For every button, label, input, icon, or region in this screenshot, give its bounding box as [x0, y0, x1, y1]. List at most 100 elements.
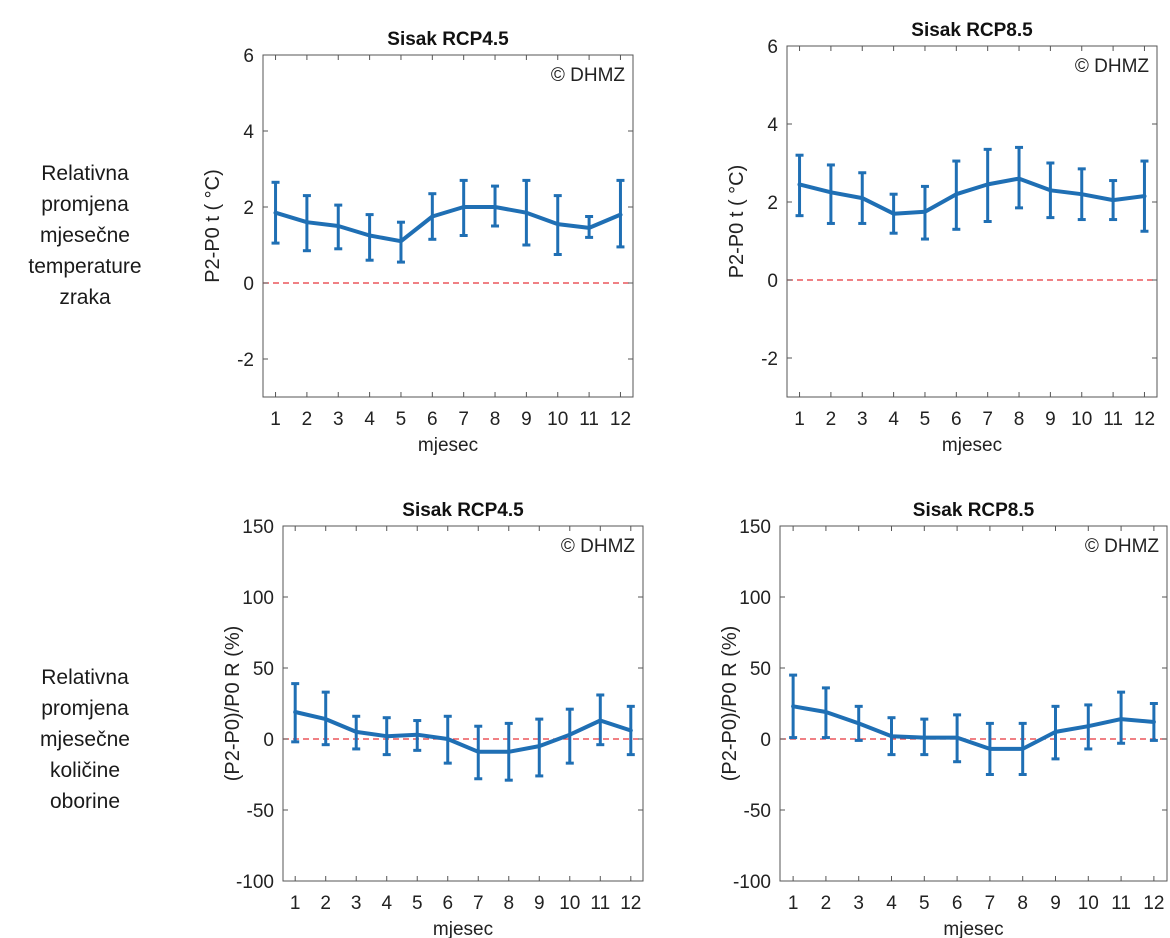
precip-rcp45-x-tick-label: 5	[412, 893, 423, 914]
temp-rcp45-x-label: mjesec	[418, 435, 478, 456]
precip-rcp85-x-tick-label: 4	[886, 893, 897, 914]
precip-rcp85-x-tick-label: 3	[853, 893, 864, 914]
temp-rcp45-x-tick-label: 2	[302, 409, 313, 430]
temp-rcp45-x-tick-label: 8	[490, 409, 501, 430]
precip-rcp45-y-label: (P2-P0)/P0 R (%)	[222, 626, 244, 782]
temp-rcp85-x-tick-label: 8	[1014, 409, 1025, 430]
temp-rcp45-title: Sisak RCP4.5	[387, 29, 509, 50]
precip-rcp45-x-tick-label: 3	[351, 893, 362, 914]
precip-rcp45-credit: © DHMZ	[561, 536, 636, 557]
precip-rcp85-x-tick-label: 7	[985, 893, 996, 914]
precip-rcp85-y-tick-label: 100	[739, 588, 771, 609]
precip-rcp85-x-label: mjesec	[943, 919, 1003, 938]
temp-rcp45-y-tick-label: 6	[243, 46, 254, 67]
precip-rcp45-title: Sisak RCP4.5	[402, 500, 524, 521]
precip-rcp45-x-tick-label: 1	[290, 893, 301, 914]
temp-rcp85-plot-frame	[786, 45, 1158, 398]
precip-rcp85-series-line	[791, 704, 1156, 751]
temp-rcp45-y-tick-label: 4	[243, 122, 254, 143]
precip-rcp45-x-tick-label: 7	[473, 893, 484, 914]
precip-rcp85-x-tick-label: 9	[1050, 893, 1061, 914]
temp-rcp85-x-tick-label: 6	[951, 409, 962, 430]
precip-rcp85-title: Sisak RCP8.5	[913, 500, 1035, 521]
precip-rcp45-y-tick-label: -50	[247, 801, 274, 822]
precip-rcp45-y-tick-label: 100	[242, 588, 274, 609]
temp-rcp45-y-tick-label: 0	[243, 274, 254, 295]
precip-rcp85-y-tick-label: -50	[744, 801, 771, 822]
temp-rcp85-x-tick-label: 4	[888, 409, 899, 430]
temp-rcp45-x-tick-label: 11	[579, 409, 599, 430]
temp-rcp45-x-tick-label: 4	[364, 409, 375, 430]
temp-rcp45-credit: © DHMZ	[551, 65, 626, 86]
precip-rcp45-y-tick-label: 0	[263, 730, 274, 751]
precip-rcp85-x-tick-label: 1	[788, 893, 799, 914]
temp-rcp85-y-label: P2-P0 t ( °C)	[726, 165, 748, 279]
temp-rcp85-x-tick-label: 1	[794, 409, 805, 430]
temp-rcp45-x-tick-label: 9	[521, 409, 532, 430]
precip-rcp45-x-label: mjesec	[433, 919, 493, 938]
temp-rcp85-y-tick-label: 4	[767, 115, 778, 136]
precip-rcp45-y-tick-label: 150	[242, 517, 274, 538]
precip-rcp85-plot-frame	[779, 525, 1168, 882]
temp-rcp45-x-tick-label: 10	[547, 409, 568, 430]
precip-rcp85-x-tick-label: 2	[821, 893, 832, 914]
temp-rcp45-x-tick-label: 5	[396, 409, 407, 430]
precip-rcp85-y-label: (P2-P0)/P0 R (%)	[719, 626, 741, 782]
temp-rcp45-x-tick-label: 3	[333, 409, 344, 430]
precip-rcp45-x-tick-label: 4	[381, 893, 392, 914]
precip-rcp85-x-tick-label: 10	[1078, 893, 1099, 914]
precip-rcp85-x-tick-label: 5	[919, 893, 930, 914]
precip-rcp85-x-tick-label: 12	[1143, 893, 1164, 914]
precip-rcp45-x-tick-label: 10	[559, 893, 580, 914]
temp-rcp85-x-tick-label: 2	[826, 409, 837, 430]
temp-rcp85-x-tick-label: 5	[920, 409, 931, 430]
precip-rcp85-y-tick-label: 50	[750, 659, 771, 680]
precip-rcp45-series-line	[293, 710, 633, 754]
precip-rcp45-y-tick-label: 50	[253, 659, 274, 680]
temp-rcp45-y-tick-label: 2	[243, 198, 254, 219]
temp-rcp85-credit: © DHMZ	[1075, 56, 1150, 77]
precip-rcp85-credit: © DHMZ	[1085, 536, 1160, 557]
temp-rcp85-x-tick-label: 10	[1071, 409, 1092, 430]
precip-rcp45-plot-frame	[282, 525, 644, 882]
temp-rcp85-x-tick-label: 9	[1045, 409, 1056, 430]
temp-rcp45-series-line	[273, 205, 623, 244]
temp-rcp85-series-line	[797, 176, 1147, 216]
temp-rcp85-title: Sisak RCP8.5	[911, 20, 1033, 41]
precip-rcp85-x-tick-label: 11	[1111, 893, 1131, 914]
precip-rcp45-x-tick-label: 6	[442, 893, 453, 914]
temp-rcp45-x-tick-label: 12	[610, 409, 631, 430]
precip-rcp85-y-tick-label: -100	[733, 872, 771, 893]
temp-rcp85-y-tick-label: -2	[761, 349, 778, 370]
temp-rcp85-x-tick-label: 3	[857, 409, 868, 430]
row-label-temperature: Relativna promjena mjesečne temperature …	[28, 162, 142, 309]
precip-rcp45-x-tick-label: 9	[534, 893, 545, 914]
temp-rcp85-x-tick-label: 12	[1134, 409, 1155, 430]
temp-rcp85-y-tick-label: 0	[767, 271, 778, 292]
precip-rcp45-y-tick-label: -100	[236, 872, 274, 893]
precip-rcp85-x-tick-label: 8	[1017, 893, 1028, 914]
temp-rcp45-plot-frame	[262, 54, 634, 398]
temp-rcp45-x-tick-label: 1	[270, 409, 281, 430]
temp-rcp45-y-label: P2-P0 t ( °C)	[202, 169, 224, 283]
temp-rcp85-y-tick-label: 6	[767, 37, 778, 58]
temp-rcp85-x-tick-label: 11	[1103, 409, 1123, 430]
precip-rcp45-x-tick-label: 12	[620, 893, 641, 914]
temp-rcp85-y-tick-label: 2	[767, 193, 778, 214]
temp-rcp45-x-tick-label: 6	[427, 409, 438, 430]
precip-rcp45-x-tick-label: 2	[320, 893, 331, 914]
row-label-precipitation: Relativna promjena mjesečne količine obo…	[40, 666, 130, 813]
temp-rcp45-y-tick-label: -2	[237, 350, 254, 371]
temp-rcp85-x-label: mjesec	[942, 435, 1002, 456]
precip-rcp85-x-tick-label: 6	[952, 893, 963, 914]
precip-rcp45-x-tick-label: 8	[503, 893, 514, 914]
temp-rcp45-x-tick-label: 7	[458, 409, 469, 430]
precip-rcp85-y-tick-label: 0	[760, 730, 771, 751]
precip-rcp85-y-tick-label: 150	[739, 517, 771, 538]
precip-rcp45-x-tick-label: 11	[590, 893, 610, 914]
temp-rcp85-x-tick-label: 7	[982, 409, 993, 430]
